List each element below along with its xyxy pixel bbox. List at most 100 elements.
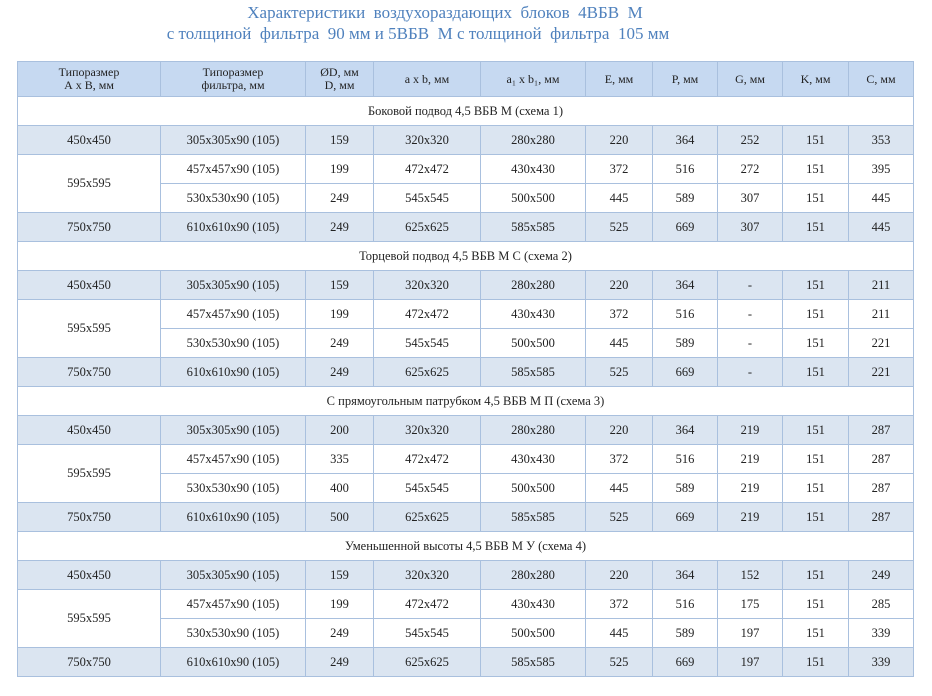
cell: 287	[848, 473, 914, 503]
cell: 445	[848, 183, 914, 213]
cell: 151	[782, 647, 849, 677]
cell: 151	[782, 212, 849, 242]
cell: 219	[717, 502, 783, 532]
cell: 589	[652, 328, 718, 358]
column-header: a₁ x b₁, мм	[480, 61, 586, 97]
cell: 530x530x90 (105)	[160, 183, 306, 213]
cell: 280x280	[480, 415, 586, 445]
cell: -	[717, 357, 783, 387]
cell: 221	[848, 328, 914, 358]
cell: 305x305x90 (105)	[160, 125, 306, 155]
cell: 305x305x90 (105)	[160, 270, 306, 300]
cell: 320x320	[373, 270, 481, 300]
cell: 585x585	[480, 212, 586, 242]
cell: 430x430	[480, 444, 586, 474]
column-header: K, мм	[782, 61, 849, 97]
column-header: ØD, мм D, мм	[305, 61, 374, 97]
cell: 219	[717, 415, 783, 445]
cell: 364	[652, 560, 718, 590]
cell: 151	[782, 444, 849, 474]
cell: 372	[585, 154, 653, 184]
cell: 669	[652, 647, 718, 677]
cell: 152	[717, 560, 783, 590]
size-cell: 750x750	[17, 647, 161, 677]
cell: 589	[652, 183, 718, 213]
cell: 516	[652, 299, 718, 329]
cell: 516	[652, 444, 718, 474]
cell: 285	[848, 589, 914, 619]
cell: 372	[585, 444, 653, 474]
data-row: 450x450 305x305x90 (105) 159 320x320 280x280…	[17, 125, 914, 155]
cell: 472x472	[373, 444, 481, 474]
cell: 305x305x90 (105)	[160, 415, 306, 445]
size-cell: 595x595	[17, 154, 161, 213]
cell: 545x545	[373, 328, 481, 358]
cell: 516	[652, 154, 718, 184]
cell: 287	[848, 502, 914, 532]
cell: 430x430	[480, 299, 586, 329]
cell: 151	[782, 502, 849, 532]
cell: 249	[305, 618, 374, 648]
size-cell: 595x595	[17, 589, 161, 648]
cell: 211	[848, 270, 914, 300]
cell: 457x457x90 (105)	[160, 589, 306, 619]
size-cell: 450x450	[17, 415, 161, 445]
cell: 445	[585, 618, 653, 648]
cell: 220	[585, 560, 653, 590]
cell: 249	[848, 560, 914, 590]
cell: 151	[782, 415, 849, 445]
data-row: 530x530x90 (105) 249 545x545 500x500 445 589-…	[18, 328, 914, 358]
data-row: 595x595 457x457x90 (105) 199 472x472 430x430…	[17, 154, 914, 213]
cell: 339	[848, 647, 914, 677]
cell: 249	[305, 212, 374, 242]
data-row: 750x750 610x610x90 (105) 249 625x625 585x585…	[17, 647, 914, 677]
column-header: P, мм	[652, 61, 718, 97]
cell: 151	[782, 299, 849, 329]
cell: 364	[652, 270, 718, 300]
data-row: 450x450 305x305x90 (105) 159 320x320 280x280…	[17, 560, 914, 590]
cell: 395	[848, 154, 914, 184]
cell: 457x457x90 (105)	[160, 444, 306, 474]
cell: 197	[717, 647, 783, 677]
cell: 610x610x90 (105)	[160, 357, 306, 387]
cell: 220	[585, 270, 653, 300]
cell: 249	[305, 647, 374, 677]
section-title: Боковой подвод 4,5 ВБВ М (схема 1)	[17, 96, 914, 126]
cell: 545x545	[373, 618, 481, 648]
cell: 472x472	[373, 154, 481, 184]
cell: -	[717, 299, 783, 329]
size-cell: 750x750	[17, 212, 161, 242]
cell: 287	[848, 415, 914, 445]
data-row: 750x750 610x610x90 (105) 249 625x625 585x585…	[17, 212, 914, 242]
cell: 151	[782, 183, 849, 213]
cell: 151	[782, 589, 849, 619]
size-cell: 595x595	[17, 444, 161, 503]
section-title: С прямоугольным патрубком 4,5 ВБВ М П (с…	[17, 386, 914, 416]
cell: 625x625	[373, 212, 481, 242]
cell: 500	[305, 502, 374, 532]
cell: 500x500	[480, 183, 586, 213]
data-row: 595x595 457x457x90 (105) 335 472x472 430x430…	[17, 444, 914, 503]
cell: 625x625	[373, 502, 481, 532]
cell: 589	[652, 473, 718, 503]
cell: 445	[585, 473, 653, 503]
cell: 430x430	[480, 589, 586, 619]
cell: 272	[717, 154, 783, 184]
cell: 249	[305, 357, 374, 387]
cell: 339	[848, 618, 914, 648]
size-cell: 450x450	[17, 125, 161, 155]
size-cell: 595x595	[17, 299, 161, 358]
cell: 669	[652, 357, 718, 387]
cell: 151	[782, 473, 849, 503]
cell: 307	[717, 212, 783, 242]
cell: 430x430	[480, 154, 586, 184]
cell: 610x610x90 (105)	[160, 212, 306, 242]
cell: 445	[848, 212, 914, 242]
cell: 335	[305, 444, 374, 474]
section-row: Боковой подвод 4,5 ВБВ М (схема 1)	[17, 96, 914, 126]
cell: 400	[305, 473, 374, 503]
cell: 530x530x90 (105)	[160, 473, 306, 503]
cell: 500x500	[480, 618, 586, 648]
cell: 287	[848, 444, 914, 474]
cell: 320x320	[373, 415, 481, 445]
